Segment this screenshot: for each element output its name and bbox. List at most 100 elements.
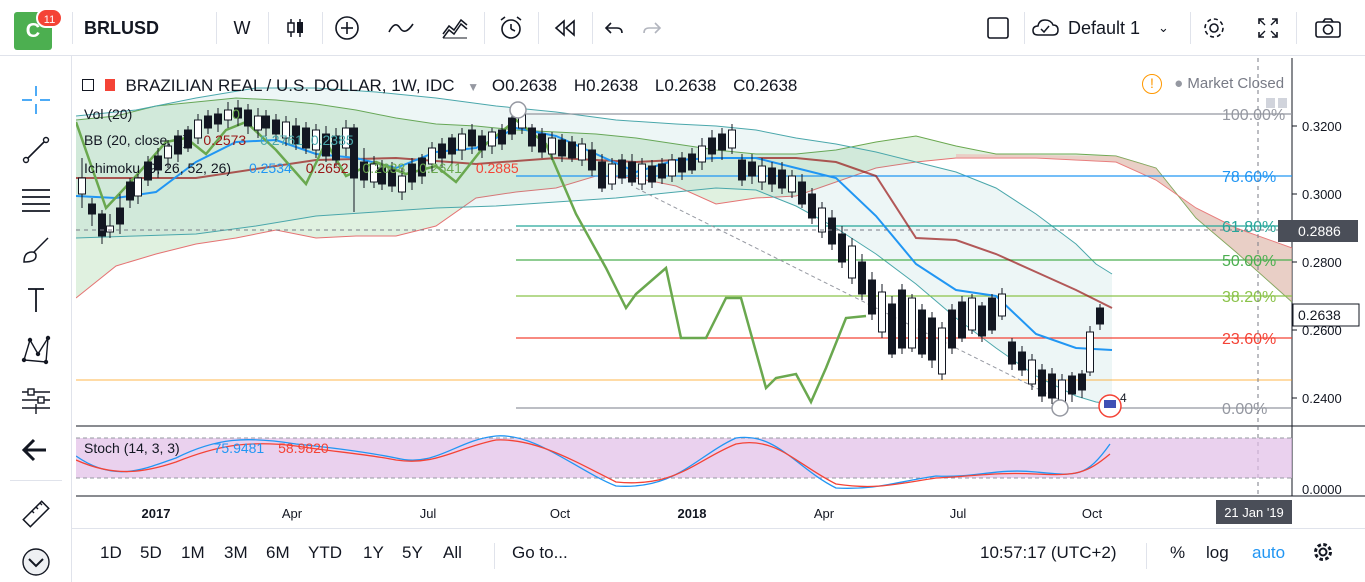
camera-icon[interactable]: [1306, 8, 1350, 48]
price-tick-label: 0.2800: [1302, 255, 1342, 270]
clock-timezone[interactable]: 10:57:17 (UTC+2): [980, 543, 1117, 562]
candles-icon[interactable]: [274, 8, 316, 48]
ichimoku-cloud-bearish: [956, 154, 1292, 302]
ohlc-close-label: C: [733, 76, 746, 95]
candle-body: [748, 161, 756, 177]
collapse-legend-icon[interactable]: [82, 78, 94, 91]
percent-toggle[interactable]: %: [1170, 543, 1186, 562]
candle-body: [360, 161, 368, 181]
add-indicator-icon[interactable]: [326, 8, 368, 48]
fullscreen-icon[interactable]: [1248, 8, 1288, 48]
candle-body: [282, 121, 290, 139]
price-chart[interactable]: 100.00% 78.60% 61.80% 50.00% 38.20% 23.60% 0.0…: [76, 58, 1365, 526]
crosshair-icon[interactable]: [16, 80, 56, 120]
chart-legend: BRAZILIAN REAL / U.S. DOLLAR, 1W, IDC ▼ …: [82, 76, 797, 96]
candle-body: [938, 327, 946, 375]
vol-label: Vol (20): [84, 106, 133, 122]
divider: [72, 12, 73, 44]
ichimoku-span-b-value: 0.2885: [475, 160, 519, 176]
range-button-5d[interactable]: 5D: [140, 543, 162, 562]
symbol-search-button[interactable]: BRLUSD: [84, 17, 159, 38]
layout-button[interactable]: Default 1 ⌄: [1030, 8, 1190, 48]
range-button-1d[interactable]: 1D: [100, 543, 122, 562]
candle-body: [478, 135, 486, 151]
candle-body: [598, 161, 606, 189]
candle-body: [418, 157, 426, 177]
chevron-down-icon: ⌄: [1158, 20, 1169, 35]
notification-badge: 11: [36, 8, 63, 28]
event-count: 4: [1120, 391, 1127, 405]
candle-body: [898, 289, 906, 349]
candle-body: [638, 163, 646, 185]
chart-area[interactable]: 100.00% 78.60% 61.80% 50.00% 38.20% 23.60% 0.0…: [76, 58, 1365, 526]
financials-icon[interactable]: [434, 8, 476, 48]
fib-retracement-icon[interactable]: [16, 180, 56, 220]
ichimoku-label: Ichimoku (9, 26, 52, 26): [84, 160, 232, 176]
candle-body: [958, 301, 966, 339]
range-button-1m[interactable]: 1M: [181, 543, 205, 562]
redo-icon[interactable]: [634, 8, 670, 48]
log-toggle[interactable]: log: [1206, 543, 1229, 562]
logo-letter: C: [25, 20, 41, 42]
range-button-1y[interactable]: 1Y: [363, 543, 384, 562]
range-button-5y[interactable]: 5Y: [402, 543, 423, 562]
candle-body: [508, 117, 516, 135]
trend-line-icon[interactable]: [16, 130, 56, 170]
range-button-all[interactable]: All: [443, 543, 462, 562]
price-tick-label: 0.3000: [1302, 187, 1342, 202]
fib-level-label: 23.60%: [1222, 331, 1276, 348]
divider: [538, 12, 539, 44]
candle-body: [528, 127, 536, 147]
ohlc-low-value: 0.2638: [664, 76, 717, 95]
candle-body: [948, 309, 956, 349]
fib-level-label: 0.00%: [1222, 401, 1267, 418]
candle-body: [968, 297, 976, 331]
candle-body: [498, 129, 506, 145]
price-tick-label: 0.3200: [1302, 119, 1342, 134]
settings-gear-icon[interactable]: [1194, 8, 1234, 48]
measure-icon[interactable]: [16, 380, 56, 420]
candle-body: [558, 139, 566, 157]
goto-button[interactable]: Go to...: [512, 543, 568, 562]
chevron-down-icon[interactable]: ▼: [467, 80, 480, 94]
candle-body: [758, 165, 766, 183]
candle-body: [678, 157, 686, 173]
fullscreen-chart-icon[interactable]: [978, 8, 1018, 48]
ruler-icon[interactable]: [16, 494, 56, 534]
candle-body: [488, 131, 496, 147]
candle-body: [1038, 369, 1046, 397]
warning-icon[interactable]: !: [1142, 74, 1162, 94]
market-status: ! ● Market Closed: [1142, 74, 1284, 94]
range-button-6m[interactable]: 6M: [266, 543, 290, 562]
pattern-icon[interactable]: [16, 330, 56, 370]
text-tool-icon[interactable]: [16, 280, 56, 320]
ohlc-open-value: 0.2638: [505, 76, 558, 95]
auto-toggle[interactable]: auto: [1252, 543, 1286, 562]
interval-button[interactable]: W: [233, 17, 251, 38]
undo-icon[interactable]: [596, 8, 632, 48]
candle-body: [1028, 359, 1036, 385]
candle-body: [588, 149, 596, 171]
fib-anchor-high: [509, 101, 527, 119]
arrow-left-icon[interactable]: [16, 430, 56, 470]
candle-body: [1086, 331, 1094, 373]
candle-body: [292, 125, 300, 145]
chevron-down-circle-icon[interactable]: [16, 544, 56, 580]
candle-body: [1078, 373, 1086, 391]
replay-icon[interactable]: [544, 8, 586, 48]
brush-icon[interactable]: [16, 230, 56, 270]
candle-body: [174, 135, 182, 155]
candle-body: [738, 159, 746, 181]
pane-button-icon: [1278, 98, 1287, 108]
candle-body: [184, 129, 192, 149]
indicators-icon[interactable]: [380, 8, 422, 48]
range-button-ytd[interactable]: YTD: [308, 543, 342, 562]
range-button-3m[interactable]: 3M: [224, 543, 248, 562]
stoch-label: Stoch (14, 3, 3): [84, 440, 180, 456]
candle-body: [388, 169, 396, 187]
divider: [1296, 12, 1297, 44]
settings-gear-icon[interactable]: [1312, 541, 1334, 568]
candle-body: [1018, 351, 1026, 371]
candle-body: [1048, 373, 1056, 399]
alert-icon[interactable]: [490, 8, 532, 48]
